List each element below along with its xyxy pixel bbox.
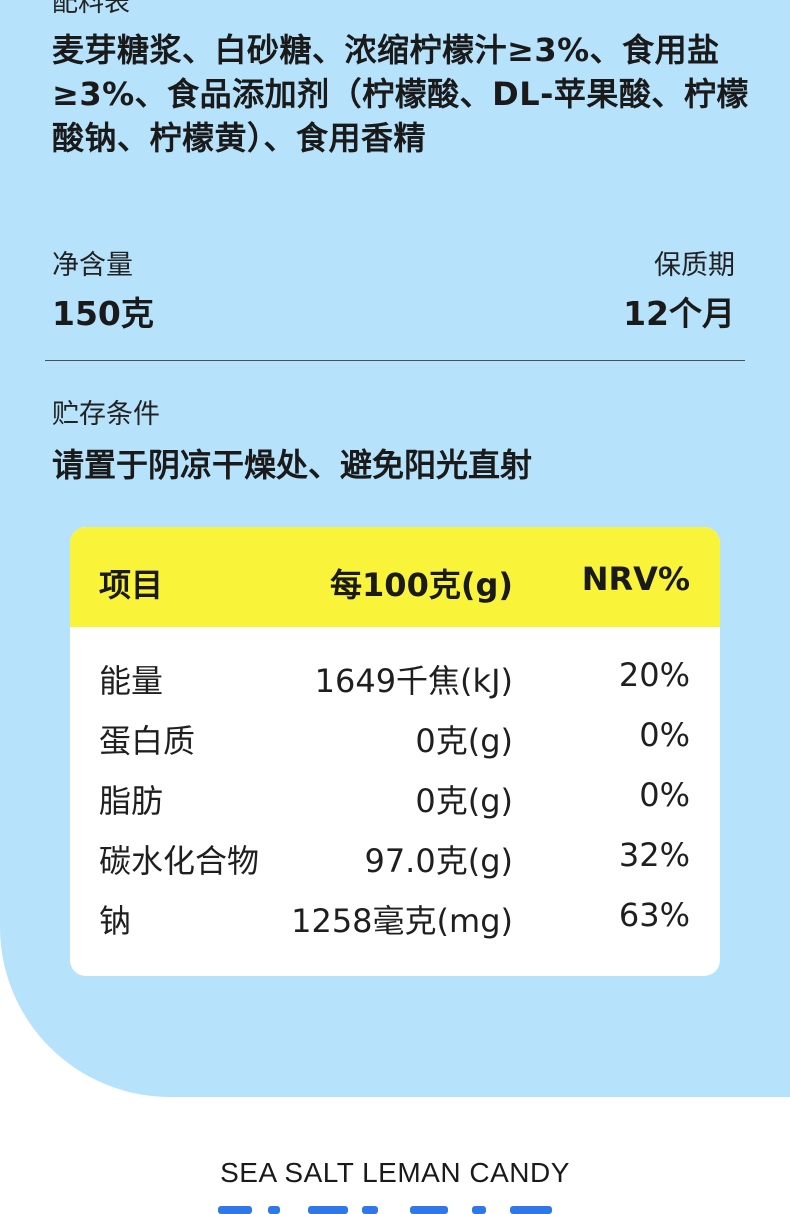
row-sodium-name: 钠 [99,902,132,940]
title-stroke [510,1206,552,1214]
footer-title-cropped [210,1204,580,1214]
header-item: 项目 [99,566,164,604]
title-stroke [472,1206,486,1214]
row-sodium-amount: 1258毫克(mg) [291,902,513,940]
title-stroke [218,1206,252,1214]
ingredients-text: 麦芽糖浆、白砂糖、浓缩柠檬汁≥3%、食用盐≥3%、食品添加剂（柠檬酸、DL-苹果… [52,31,749,157]
title-stroke [308,1206,348,1214]
shelf-life-value: 12个月 [623,294,735,333]
row-carbs-name: 碳水化合物 [99,842,260,880]
row-fat-amount: 0克(g) [415,782,513,820]
storage-label: 贮存条件 [52,399,160,430]
row-energy-nrv: 20% [618,656,690,694]
header-nrv: NRV% [581,560,690,598]
row-energy-amount: 1649千焦(kJ) [314,662,513,700]
row-protein-amount: 0克(g) [415,722,513,760]
row-carbs-nrv: 32% [618,836,690,874]
ingredients-heading: 配料表 [52,0,131,18]
nutrition-table-header: 项目 每100克(g) NRV% [70,527,720,627]
row-fat-name: 脂肪 [99,782,164,820]
title-stroke [268,1206,280,1214]
storage-value: 请置于阴凉干燥处、避免阳光直射 [52,446,533,484]
shelf-life-label: 保质期 [654,250,735,281]
header-per-100g: 每100克(g) [330,566,513,604]
net-content-value: 150克 [52,294,154,333]
nutrition-table: 项目 每100克(g) NRV% 能量 1649千焦(kJ) 20% 蛋白质 0… [70,527,720,976]
row-protein-name: 蛋白质 [99,722,196,760]
title-stroke [410,1206,448,1214]
divider [45,360,745,361]
title-stroke [362,1206,378,1214]
row-energy-name: 能量 [99,662,164,700]
row-carbs-amount: 97.0克(g) [364,842,513,880]
row-sodium-nrv: 63% [618,896,690,934]
footer-subtitle: SEA SALT LEMAN CANDY [220,1157,570,1188]
row-protein-nrv: 0% [639,716,690,754]
net-content-label: 净含量 [52,250,133,281]
row-fat-nrv: 0% [639,776,690,814]
